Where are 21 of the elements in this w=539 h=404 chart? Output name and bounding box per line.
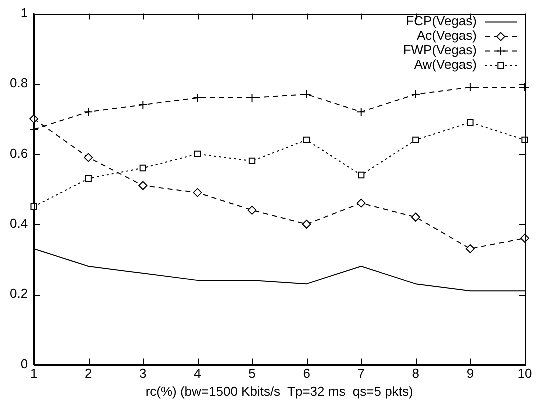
x-tick-label: 8	[412, 366, 420, 382]
y-tick-label: 0	[20, 356, 28, 372]
x-tick-label: 1	[30, 366, 38, 382]
x-tick-label: 7	[358, 366, 365, 382]
x-tick-label: 5	[248, 366, 256, 382]
x-tick-label: 4	[194, 366, 202, 382]
legend-label: FCP(Vegas)	[406, 13, 477, 28]
legend-label: FWP(Vegas)	[403, 42, 477, 58]
x-tick-label: 10	[518, 366, 532, 382]
y-tick-label: 0.4	[10, 216, 28, 231]
x-axis-title: rc(%) (bw=1500 Kbits/s Tp=32 ms qs=5 pkts)	[146, 384, 414, 399]
y-tick-label: 0.8	[10, 76, 28, 91]
y-tick-label: 1	[20, 5, 28, 20]
x-tick-label: 2	[85, 366, 92, 382]
y-tick-label: 0.2	[10, 286, 28, 302]
legend-label: Aw(Vegas)	[414, 56, 477, 72]
legend-label: Ac(Vegas)	[417, 28, 477, 43]
x-tick-label: 3	[140, 366, 147, 382]
x-tick-label: 6	[303, 366, 310, 382]
x-tick-label: 9	[466, 366, 474, 382]
y-tick-label: 0.6	[10, 146, 28, 161]
